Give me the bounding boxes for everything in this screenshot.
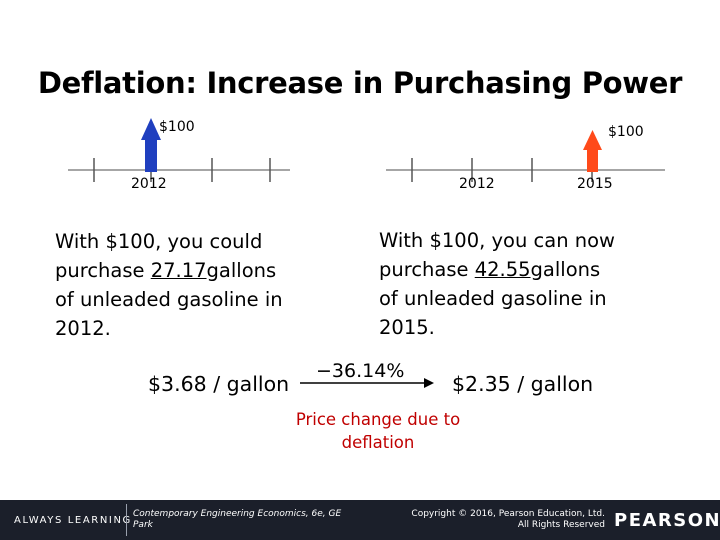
caption-line-2: deflation <box>341 433 415 452</box>
right-year-end-label: 2015 <box>577 176 613 192</box>
left-amount-label: $100 <box>159 119 195 135</box>
footer-book-info: Contemporary Engineering Economics, 6e, … <box>133 509 341 531</box>
price-change-caption: Price change due to deflation <box>278 408 478 454</box>
footer-divider <box>126 504 127 536</box>
price-change-arrow <box>300 378 434 388</box>
footer-book-line-1: Contemporary Engineering Economics, 6e, … <box>133 509 342 519</box>
footer-copyright-line-2: All Rights Reserved <box>517 520 605 530</box>
caption-line-1: Price change due to <box>295 410 461 429</box>
right-amount-label: $100 <box>608 124 644 140</box>
left-paragraph-line-3: of unleaded gasoline in <box>55 288 283 311</box>
footer-brand: ALWAYS LEARNING <box>14 515 132 526</box>
right-timeline <box>386 158 665 182</box>
right-paragraph-line-1: With $100, you can now <box>379 229 615 252</box>
left-gallons-unit: gallons <box>206 259 277 282</box>
price-2015: $2.35 / gallon <box>452 372 594 396</box>
price-2012: $3.68 / gallon <box>148 372 290 396</box>
left-purchase-prefix: purchase <box>55 259 151 282</box>
left-timeline <box>68 158 290 182</box>
right-purchase-prefix: purchase <box>379 258 475 281</box>
left-paragraph-line-4: 2012. <box>55 317 111 340</box>
left-gallons-value: 27.17 <box>150 259 207 282</box>
right-gallons-unit: gallons <box>530 258 601 281</box>
left-paragraph-line-2: purchase 27.17gallons <box>55 256 283 285</box>
slide-title: Deflation: Increase in Purchasing Power <box>37 66 683 100</box>
left-paragraph: With $100, you could purchase 27.17gallo… <box>55 227 283 343</box>
right-paragraph: With $100, you can now purchase 42.55gal… <box>379 226 615 342</box>
footer-book-line-2: Park <box>133 520 153 530</box>
right-year-start-label: 2012 <box>459 176 495 192</box>
price-change-percent: −36.14% <box>316 360 405 382</box>
right-gallons-value: 42.55 <box>474 258 531 281</box>
red-arrow-up <box>583 130 602 172</box>
footer-copyright-line-1: Copyright © 2016, Pearson Education, Ltd… <box>411 509 605 519</box>
left-year-label: 2012 <box>131 176 167 192</box>
right-paragraph-line-2: purchase 42.55gallons <box>379 255 615 284</box>
right-paragraph-line-4: 2015. <box>379 316 435 339</box>
blue-arrow-up <box>141 118 161 172</box>
left-paragraph-line-1: With $100, you could <box>55 230 263 253</box>
right-paragraph-line-3: of unleaded gasoline in <box>379 287 607 310</box>
footer-bar: ALWAYS LEARNING Contemporary Engineering… <box>0 500 720 540</box>
footer-copyright: Copyright © 2016, Pearson Education, Ltd… <box>380 509 605 531</box>
pearson-logo: PEARSON <box>614 510 720 531</box>
